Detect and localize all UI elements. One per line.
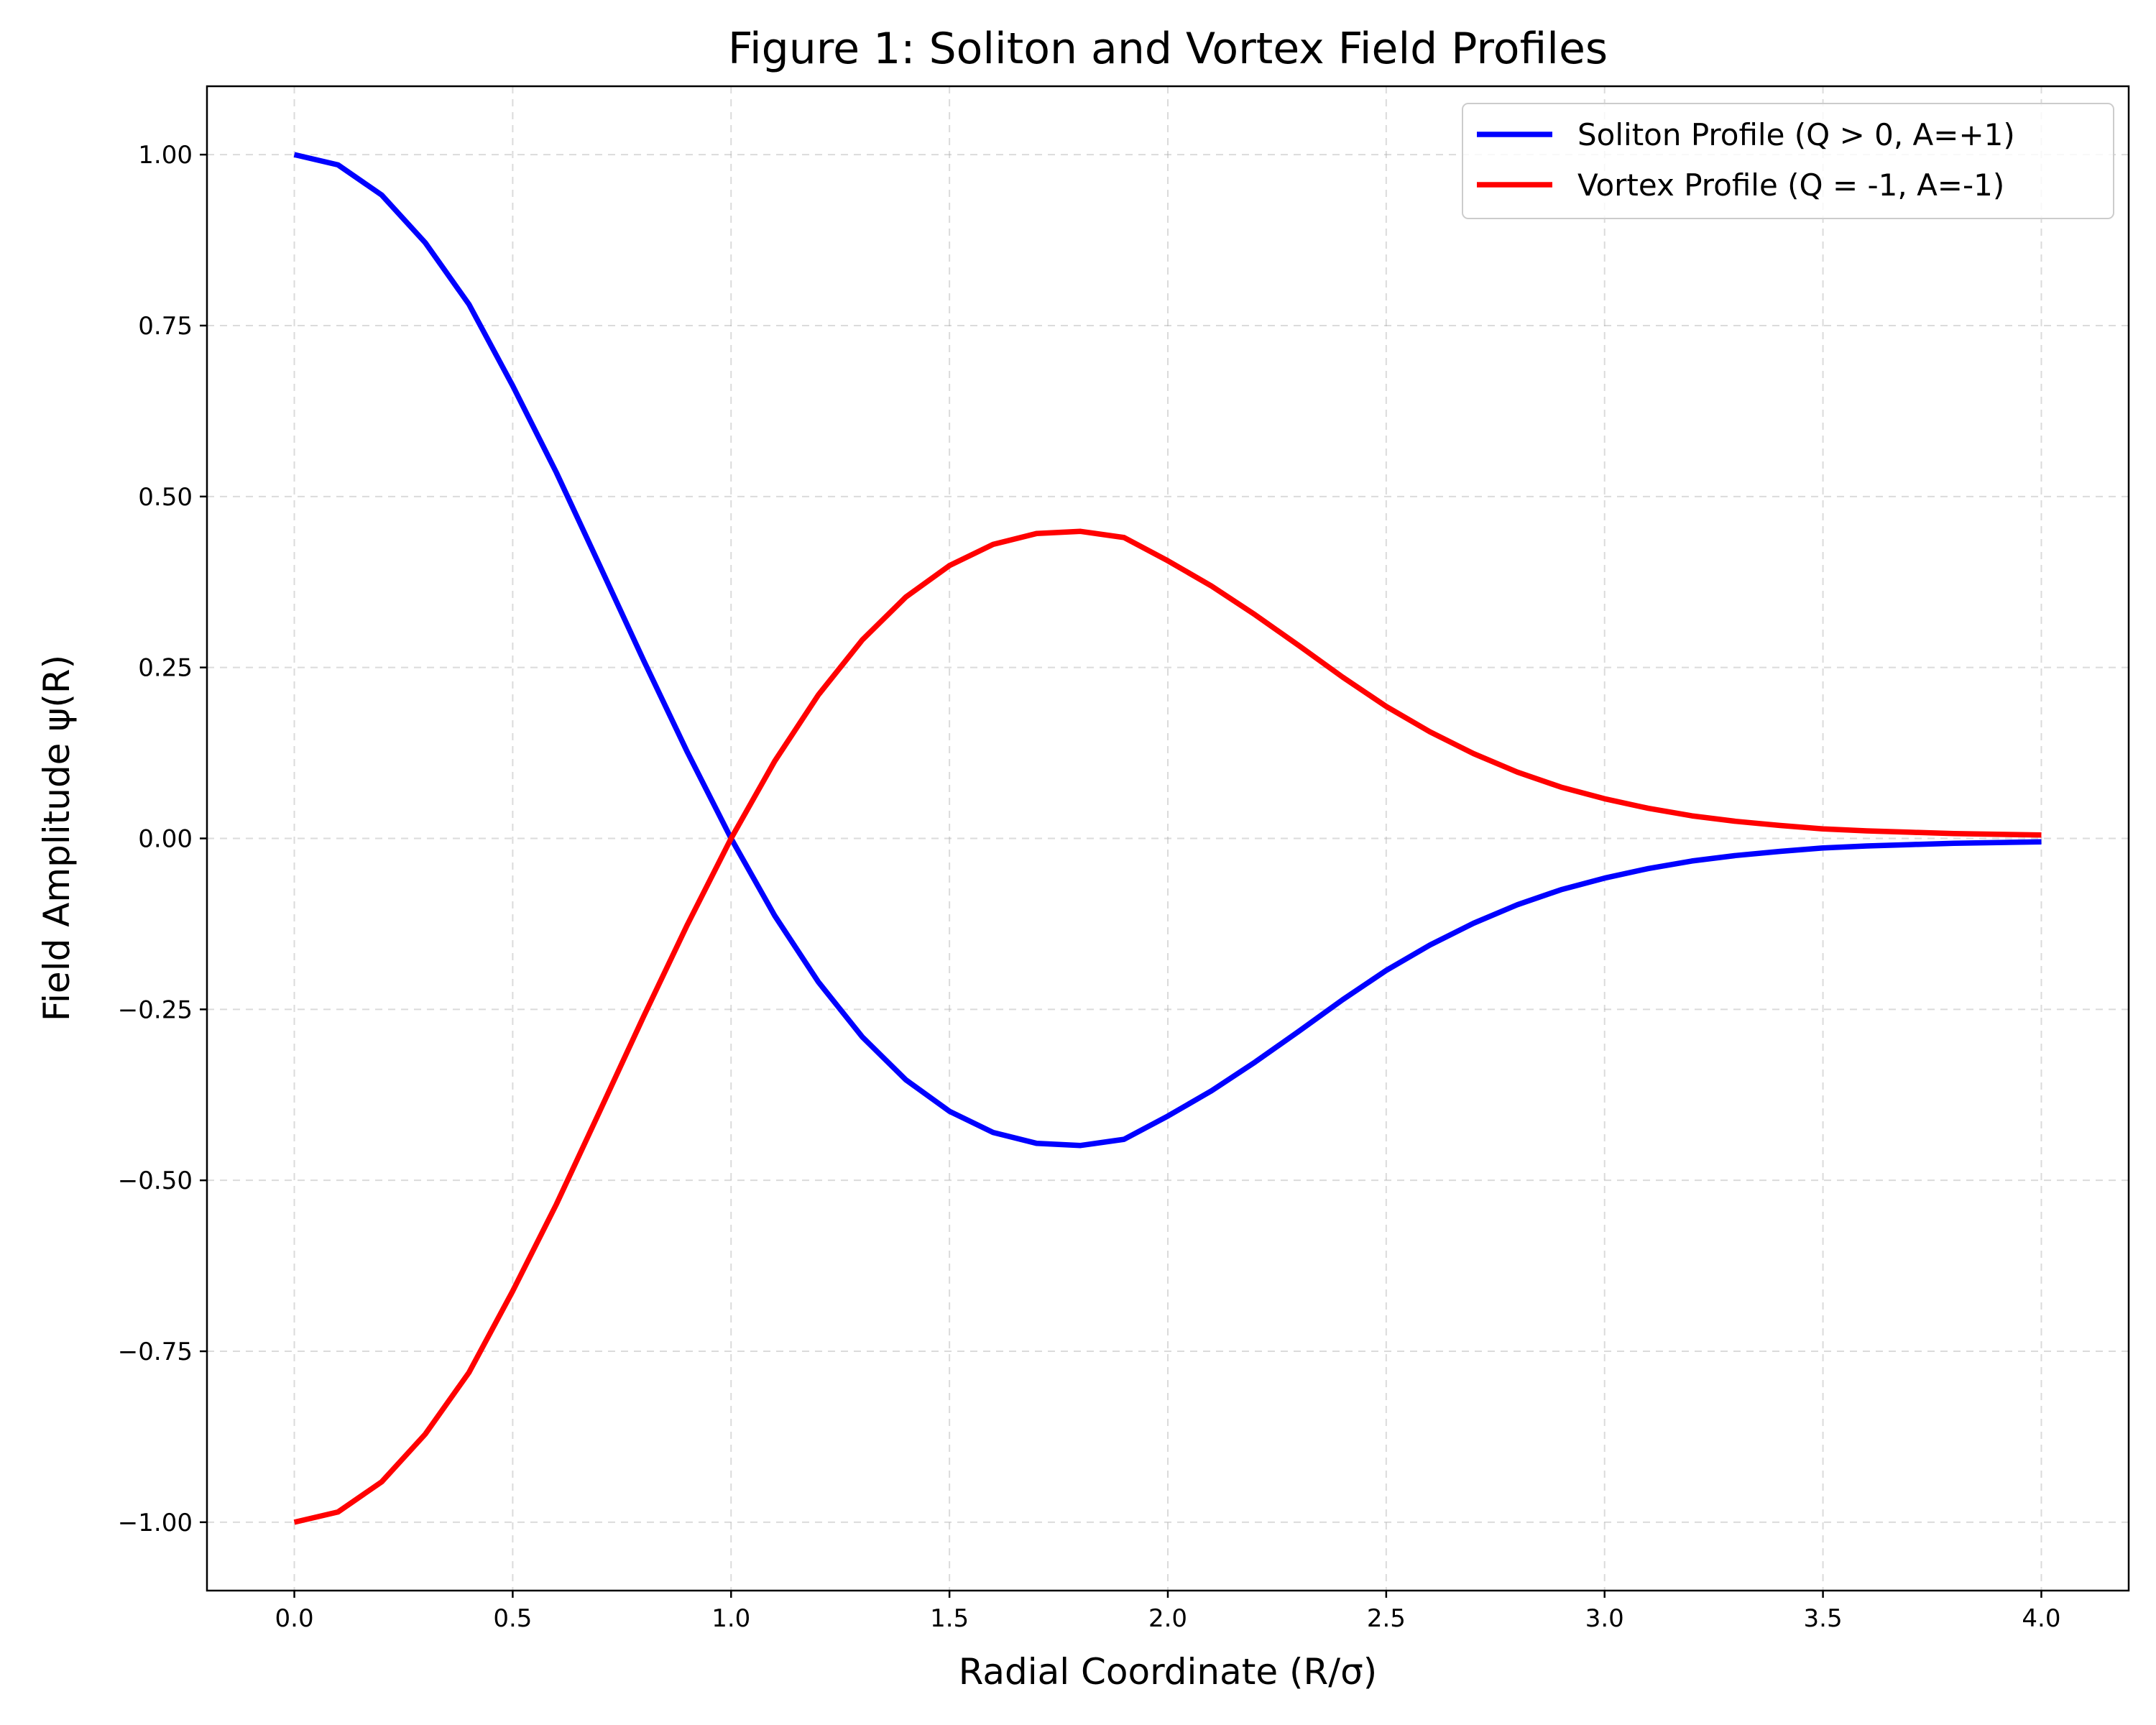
x-tick-label: 0.5 [493,1604,532,1633]
axis-ticks: 0.0 0.5 1.0 1.5 2.0 2.5 3.0 3.5 4.0 1.00 0.75 0.50 0… [118,141,2061,1633]
x-tick-label: 3.5 [1804,1604,1843,1633]
y-tick-label: −1.00 [118,1509,193,1537]
x-tick-label: 3.0 [1585,1604,1624,1633]
y-tick-label: −0.50 [118,1167,193,1195]
x-axis-label: Radial Coordinate (R/σ) [959,1651,1378,1693]
x-tick-label: 1.5 [930,1604,969,1633]
y-tick-label: 1.00 [138,141,193,170]
grid-lines [207,86,2129,1591]
y-tick-label: 0.75 [138,312,193,341]
x-tick-label: 1.0 [711,1604,750,1633]
legend: Soliton Profile (Q > 0, A=+1) Vortex Pro… [1462,103,2114,219]
x-tick-label: 0.0 [275,1604,314,1633]
y-tick-label: −0.75 [118,1338,193,1366]
x-tick-label: 4.0 [2022,1604,2060,1633]
soliton-line [293,152,2042,1149]
y-tick-label: 0.00 [138,825,193,854]
vortex-line [293,528,2042,1525]
y-tick-label: −0.25 [118,995,193,1024]
plot-series [293,152,2042,1525]
chart-title: Figure 1: Soliton and Vortex Field Profi… [728,24,1608,74]
plot-frame [206,85,2130,1592]
x-tick-label: 2.0 [1148,1604,1187,1633]
y-tick-label: 0.50 [138,483,193,512]
x-tick-label: 2.5 [1367,1604,1406,1633]
legend-box [1462,103,2114,219]
legend-label-vortex: Vortex Profile (Q = -1, A=-1) [1577,167,2004,203]
legend-label-soliton: Soliton Profile (Q > 0, A=+1) [1577,117,2015,152]
y-tick-label: 0.25 [138,654,193,683]
y-axis-label: Field Amplitude ψ(R) [36,655,78,1021]
